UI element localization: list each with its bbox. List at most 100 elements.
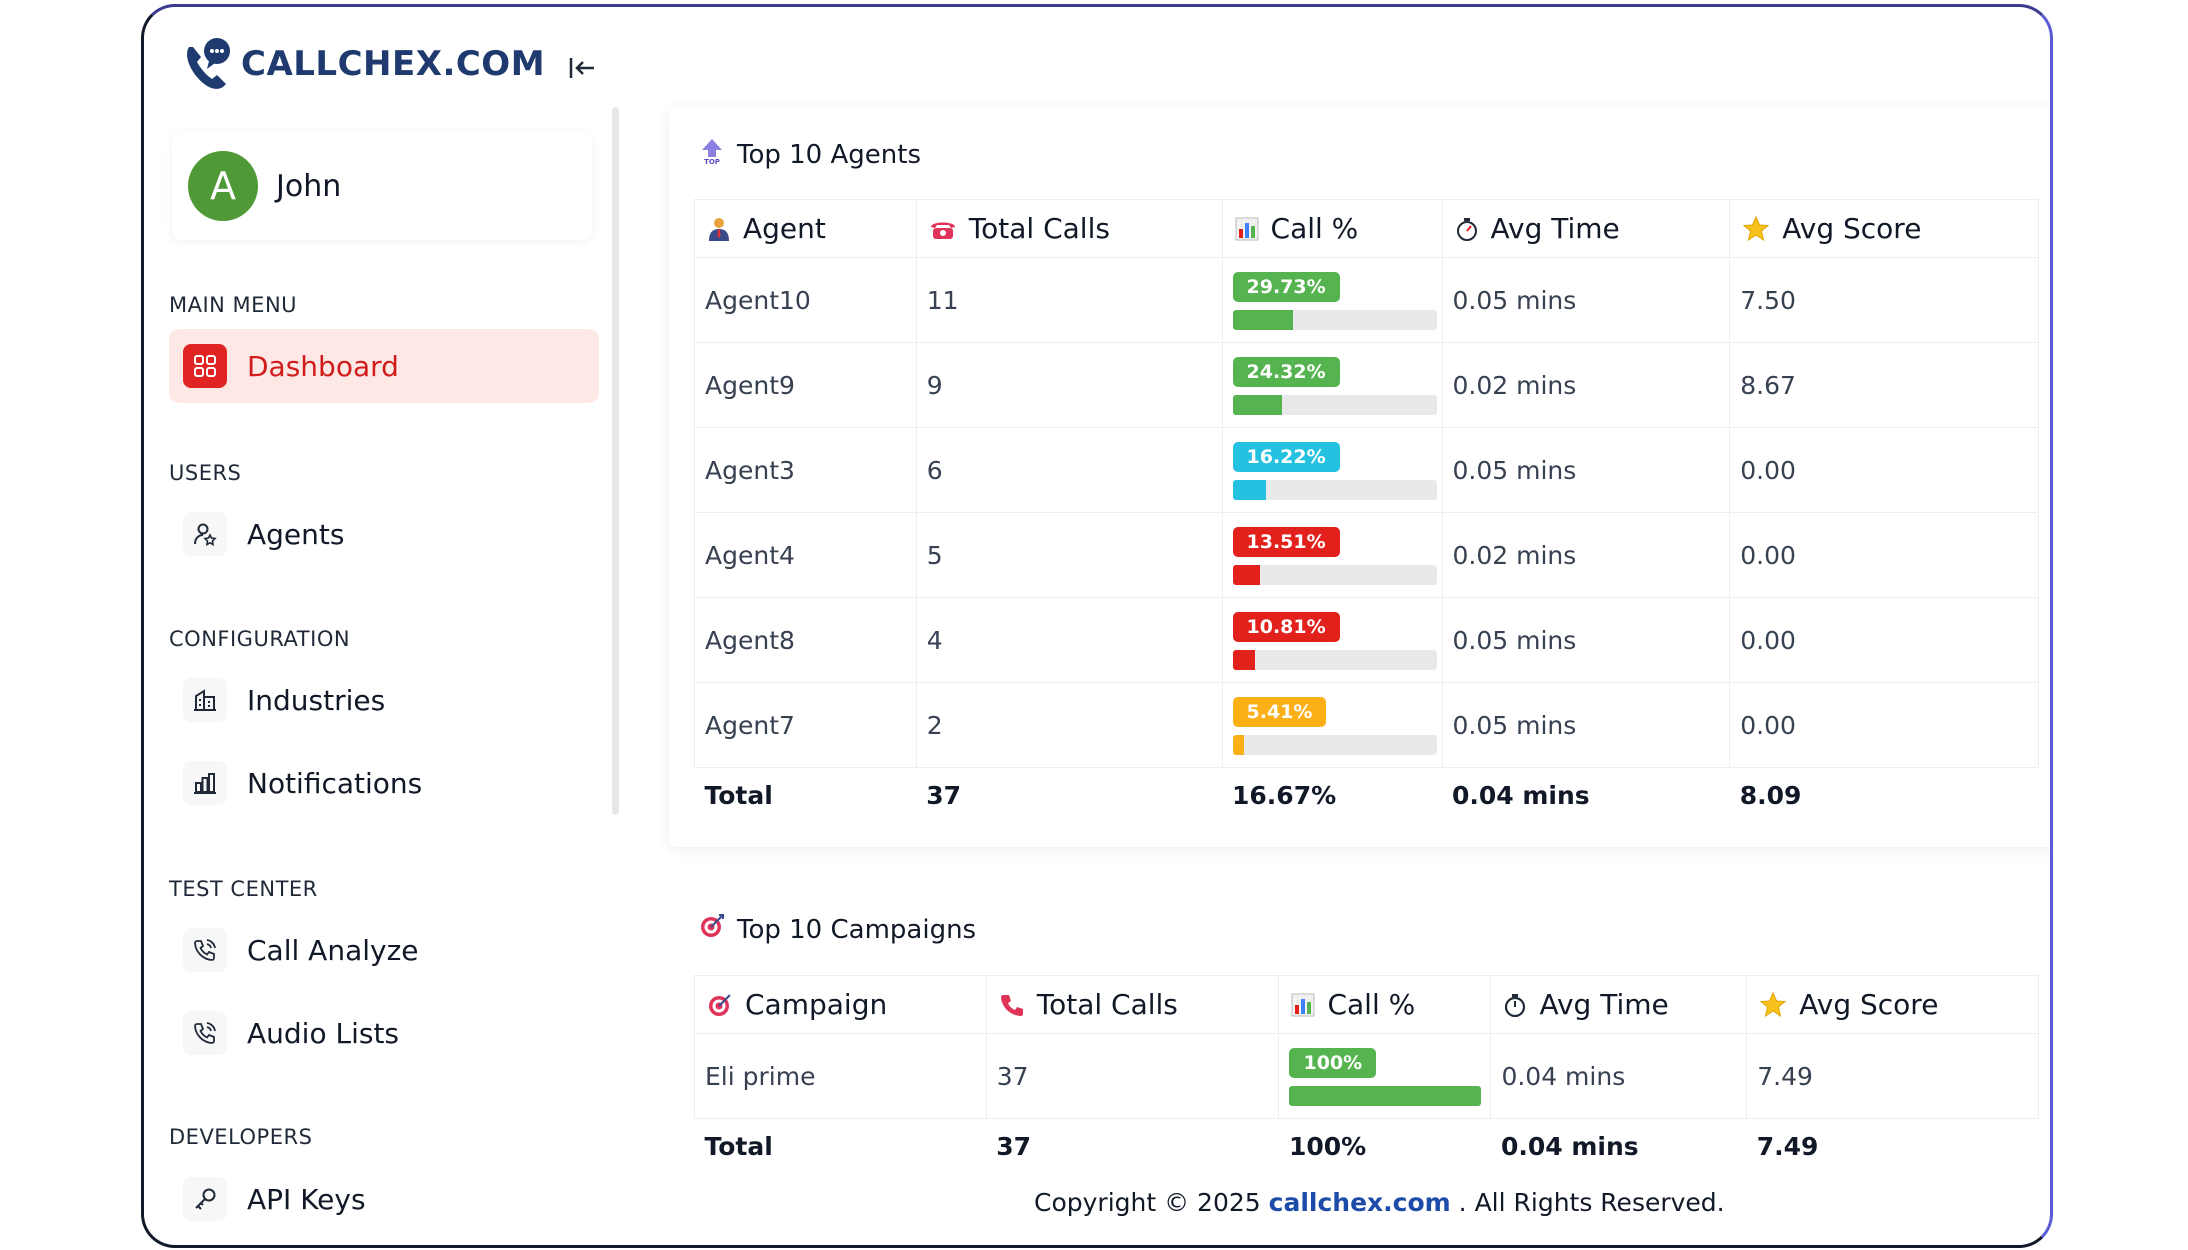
sidebar-item-label: Dashboard bbox=[247, 349, 399, 383]
avg-time: 0.04 mins bbox=[1490, 1033, 1748, 1119]
table-row[interactable]: Agent4 5 13.51% 0.02 mins 0.00 bbox=[694, 512, 2039, 598]
table-row[interactable]: Agent7 2 5.41% 0.05 mins 0.00 bbox=[694, 682, 2039, 768]
call-pct: 13.51% bbox=[1221, 512, 1443, 598]
column-header-campaign[interactable]: Campaign bbox=[694, 975, 987, 1034]
header-label: Campaign bbox=[745, 988, 888, 1021]
app-window: CALLCHEX.COM A John MAIN MENU Dashboard … bbox=[141, 4, 2053, 1248]
column-header-total-calls[interactable]: Total Calls bbox=[985, 975, 1280, 1034]
table-row[interactable]: Agent9 9 24.32% 0.02 mins 8.67 bbox=[694, 342, 2039, 428]
agent-name: Agent3 bbox=[694, 427, 917, 513]
collapse-sidebar-button[interactable] bbox=[564, 51, 600, 85]
table-row[interactable]: Agent8 4 10.81% 0.05 mins 0.00 bbox=[694, 597, 2039, 683]
sidebar-item-call-analyze[interactable]: Call Analyze bbox=[169, 913, 599, 987]
total-row: Total 37 16.67% 0.04 mins 8.09 bbox=[695, 768, 2039, 824]
avg-time: 0.05 mins bbox=[1441, 597, 1731, 683]
progress-fill bbox=[1232, 480, 1266, 500]
user-star-icon bbox=[183, 512, 227, 556]
avg-score: 0.00 bbox=[1729, 427, 2039, 513]
pct-badge: 10.81% bbox=[1232, 612, 1340, 642]
agent-name: Agent7 bbox=[694, 682, 917, 768]
progress-fill bbox=[1289, 1086, 1482, 1106]
sidebar-item-api-keys[interactable]: API Keys bbox=[169, 1162, 599, 1236]
agent-name: Agent8 bbox=[694, 597, 917, 683]
total-score: 7.49 bbox=[1756, 1132, 1819, 1162]
column-header-call-pct[interactable]: Call % bbox=[1221, 199, 1443, 258]
sidebar-item-industries[interactable]: Industries bbox=[169, 663, 599, 737]
agents-table: Agent Total Calls Call % Avg Time Avg Sc… bbox=[694, 199, 2039, 824]
campaign-name: Eli prime bbox=[694, 1033, 987, 1119]
section-label-test-center: TEST CENTER bbox=[169, 877, 318, 901]
phone-receiver-icon bbox=[999, 992, 1025, 1018]
column-header-avg-time[interactable]: Avg Time bbox=[1441, 199, 1731, 258]
agents-table-body: Agent10 11 29.73% 0.05 mins 7.50 Agent9 … bbox=[694, 257, 2039, 824]
agent-name: Agent10 bbox=[694, 257, 917, 343]
footer-copyright: Copyright © 2025 callchex.com . All Righ… bbox=[1034, 1188, 1725, 1217]
top-arrow-icon: TOP bbox=[699, 137, 725, 172]
column-header-avg-score[interactable]: Avg Score bbox=[1729, 199, 2039, 258]
table-row[interactable]: Agent10 11 29.73% 0.05 mins 7.50 bbox=[694, 257, 2039, 343]
bar-chart-icon bbox=[1291, 993, 1315, 1017]
total-label: Total bbox=[704, 781, 773, 811]
header-label: Call % bbox=[1327, 988, 1416, 1021]
sidebar-item-audio-lists[interactable]: Audio Lists bbox=[169, 996, 599, 1070]
sidebar-item-agents[interactable]: Agents bbox=[169, 497, 599, 571]
card-title-text: Top 10 Agents bbox=[737, 139, 921, 170]
column-header-call-pct[interactable]: Call % bbox=[1278, 975, 1492, 1034]
sidebar-item-label: Industries bbox=[247, 683, 386, 717]
phone-call-icon bbox=[183, 1011, 227, 1055]
progress-bar bbox=[1232, 395, 1437, 415]
total-calls: 37 bbox=[985, 1033, 1280, 1119]
total-pct: 100% bbox=[1288, 1132, 1367, 1162]
star-icon bbox=[1759, 991, 1787, 1018]
sidebar-scrollbar[interactable] bbox=[612, 107, 619, 815]
footer-link[interactable]: callchex.com bbox=[1268, 1188, 1451, 1217]
pct-badge: 29.73% bbox=[1232, 272, 1340, 302]
top-agents-card: TOP Top 10 Agents Agent Total Calls Call… bbox=[669, 107, 2050, 847]
stopwatch-icon bbox=[1455, 216, 1479, 242]
key-icon bbox=[183, 1177, 227, 1221]
total-calls: 9 bbox=[915, 342, 1223, 428]
progress-bar bbox=[1232, 650, 1437, 670]
avg-time: 0.05 mins bbox=[1441, 257, 1731, 343]
table-row[interactable]: Agent3 6 16.22% 0.05 mins 0.00 bbox=[694, 427, 2039, 513]
section-label-main-menu: MAIN MENU bbox=[169, 293, 298, 317]
call-pct: 100% bbox=[1278, 1033, 1492, 1119]
total-time: 0.04 mins bbox=[1500, 1132, 1639, 1162]
column-header-avg-score[interactable]: Avg Score bbox=[1746, 975, 2039, 1034]
header-label: Agent bbox=[743, 212, 826, 245]
section-label-developers: DEVELOPERS bbox=[169, 1125, 313, 1149]
table-row[interactable]: Eli prime 37 100% 0.04 mins 7.49 bbox=[694, 1033, 2039, 1119]
column-header-avg-time[interactable]: Avg Time bbox=[1490, 975, 1748, 1034]
column-header-agent[interactable]: Agent bbox=[694, 199, 917, 258]
total-calls: 11 bbox=[915, 257, 1223, 343]
sidebar-item-notifications[interactable]: Notifications bbox=[169, 746, 599, 820]
brand-logo[interactable]: CALLCHEX.COM bbox=[179, 35, 545, 93]
total-calls: 37 bbox=[926, 781, 962, 811]
brand-name: CALLCHEX.COM bbox=[241, 44, 546, 84]
bar-chart-icon bbox=[183, 761, 227, 805]
header-label: Avg Score bbox=[1782, 212, 1922, 245]
target-icon bbox=[699, 913, 725, 946]
progress-fill bbox=[1232, 565, 1261, 585]
header-label: Avg Time bbox=[1490, 212, 1620, 245]
star-icon bbox=[1742, 215, 1770, 242]
call-pct: 10.81% bbox=[1221, 597, 1443, 683]
section-label-users: USERS bbox=[169, 461, 242, 485]
copyright-suffix: . All Rights Reserved. bbox=[1458, 1188, 1725, 1217]
avg-time: 0.02 mins bbox=[1441, 512, 1731, 598]
header-label: Total Calls bbox=[1036, 988, 1178, 1021]
campaigns-table-body: Eli prime 37 100% 0.04 mins 7.49 Total 3… bbox=[694, 1033, 2039, 1175]
sidebar-item-label: Notifications bbox=[247, 766, 423, 800]
column-header-total-calls[interactable]: Total Calls bbox=[915, 199, 1223, 258]
progress-fill bbox=[1232, 735, 1244, 755]
total-score: 8.09 bbox=[1739, 781, 1802, 811]
sidebar-item-dashboard[interactable]: Dashboard bbox=[169, 329, 599, 403]
phone-chat-logo-icon bbox=[179, 35, 237, 93]
progress-bar bbox=[1289, 1086, 1482, 1106]
building-icon bbox=[183, 678, 227, 722]
header-label: Avg Time bbox=[1539, 988, 1669, 1021]
profile-card[interactable]: A John bbox=[172, 132, 592, 240]
sidebar-item-label: Audio Lists bbox=[247, 1016, 400, 1050]
avg-time: 0.05 mins bbox=[1441, 682, 1731, 768]
telephone-icon bbox=[929, 217, 957, 241]
